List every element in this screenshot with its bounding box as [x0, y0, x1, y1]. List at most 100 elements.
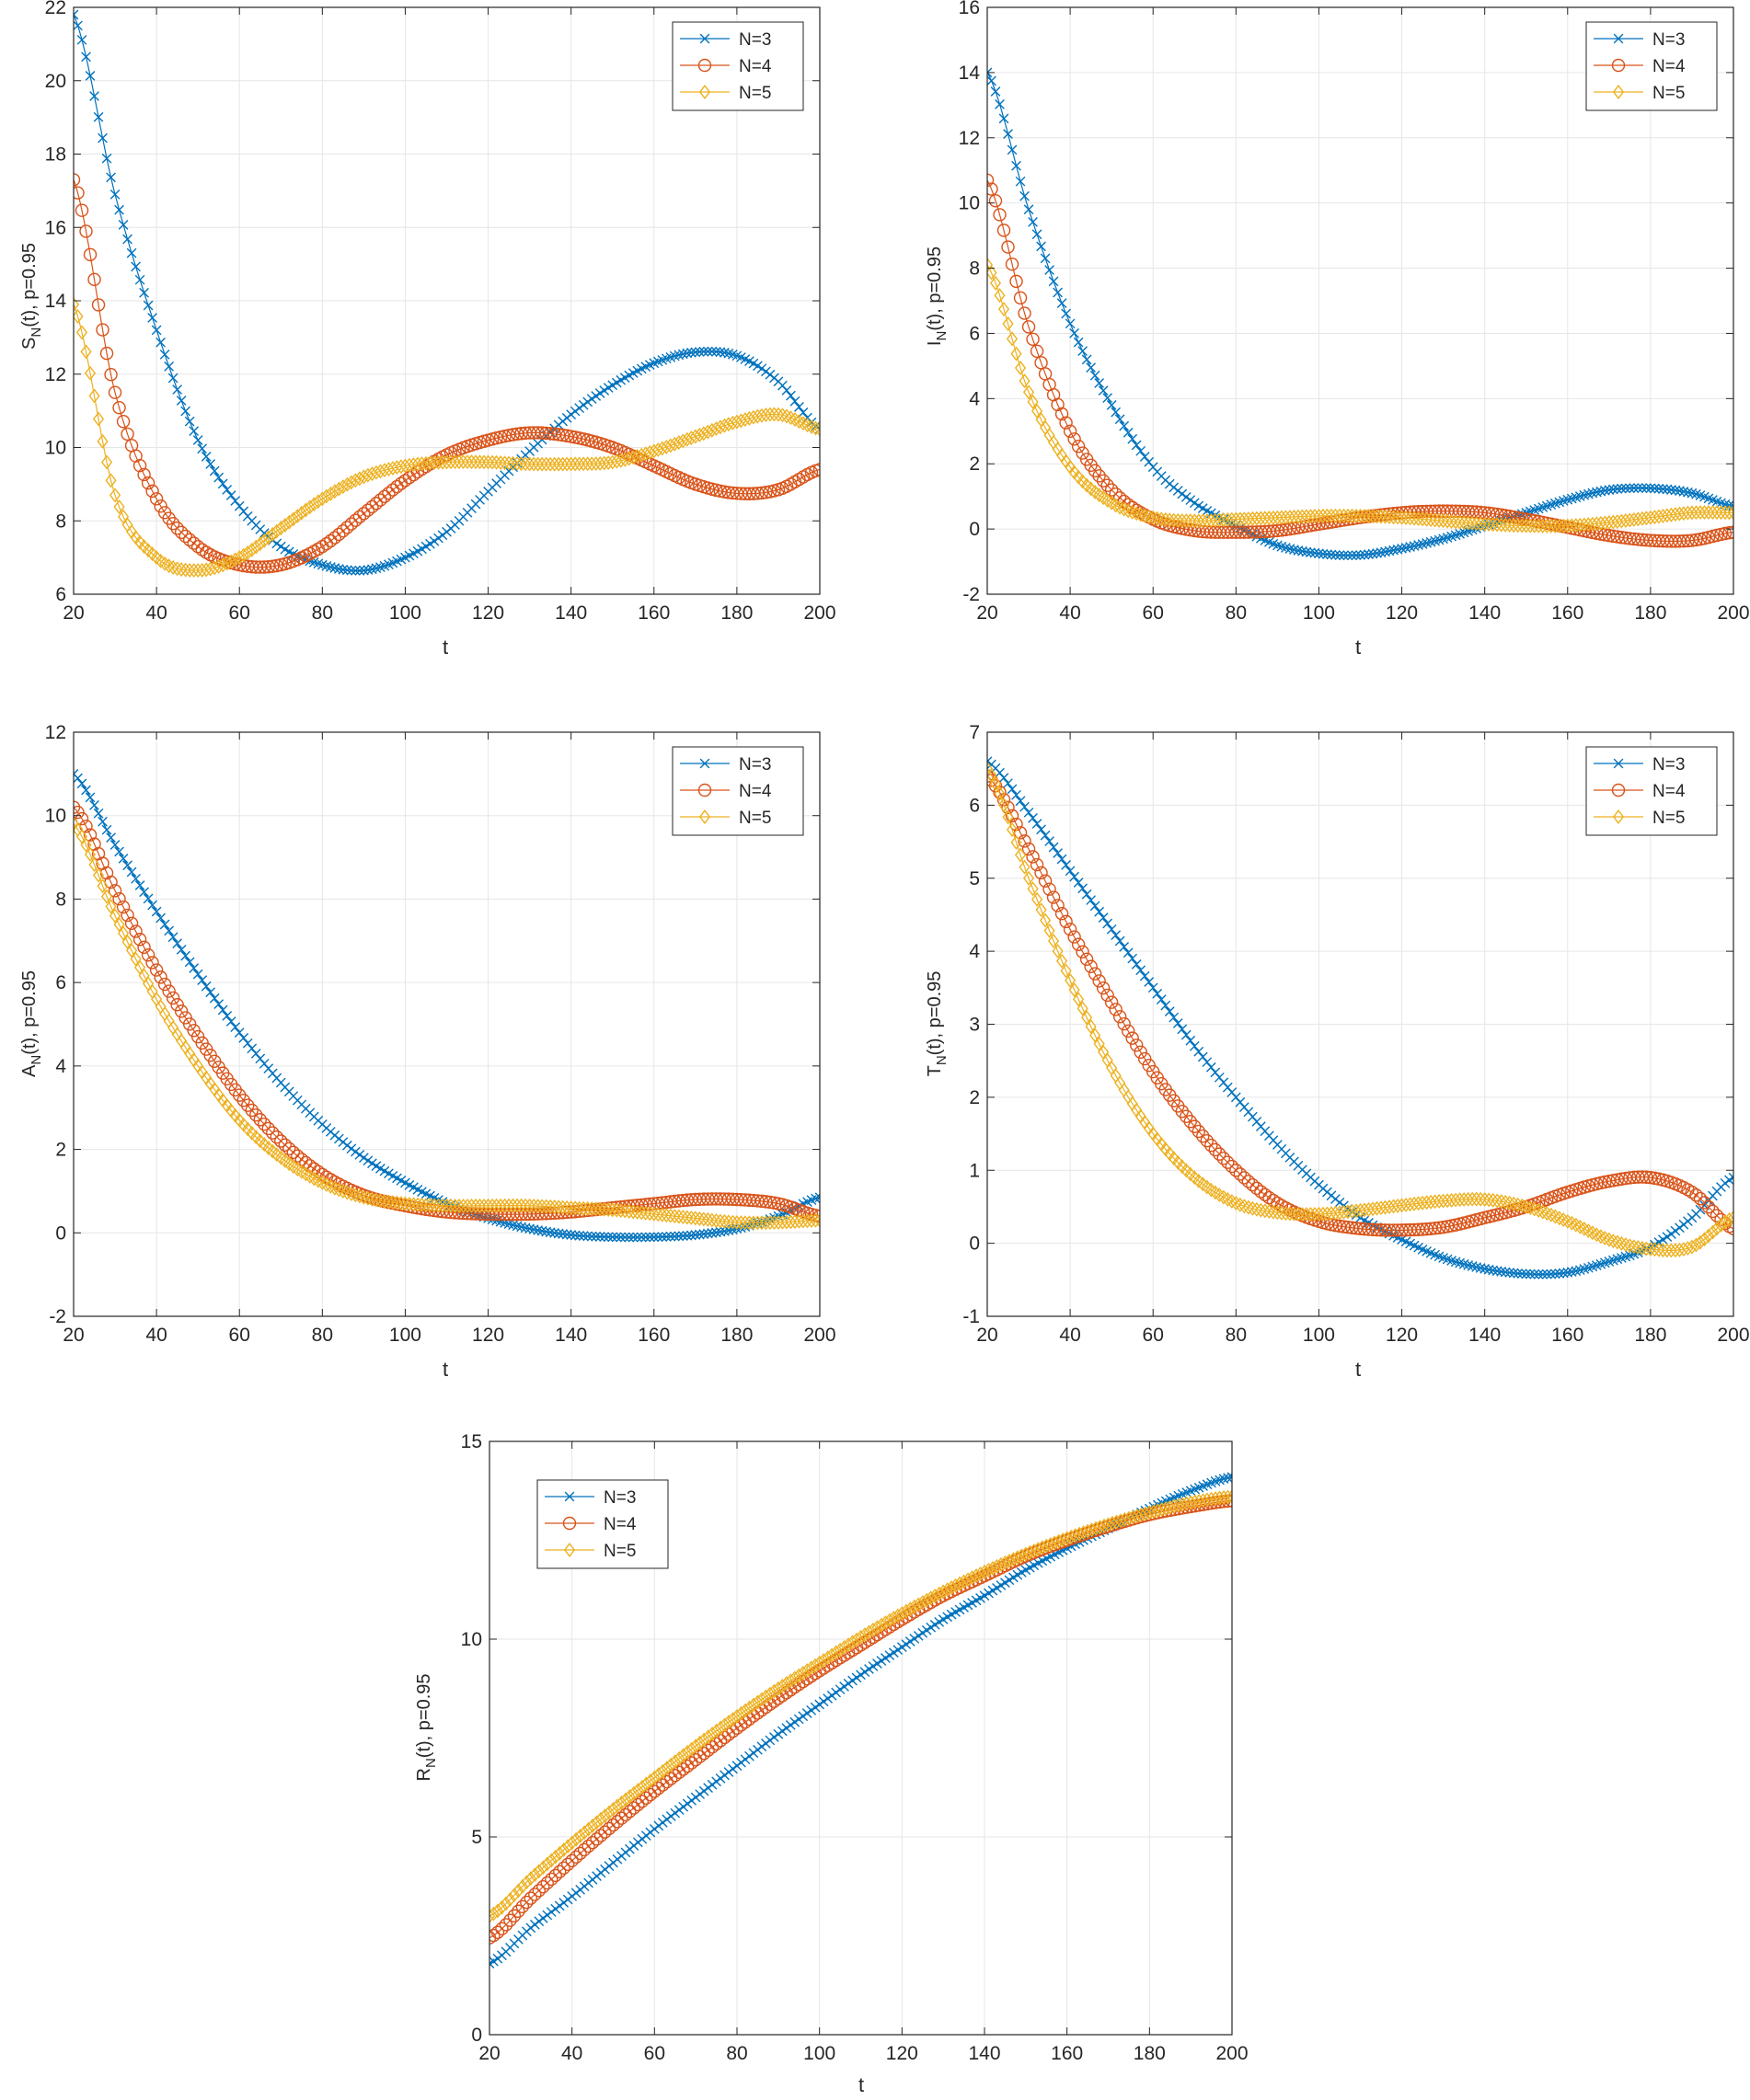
data-point-marker [644, 1232, 655, 1243]
data-point-marker [813, 1212, 820, 1228]
data-point-marker [495, 1922, 509, 1936]
data-point-marker [689, 1211, 701, 1226]
data-point-marker [1445, 514, 1457, 529]
data-point-marker [1375, 509, 1387, 524]
data-point-marker [1537, 1204, 1549, 1220]
data-point-marker [549, 1228, 560, 1238]
data-point-marker [225, 554, 237, 569]
data-point-marker [74, 20, 83, 31]
data-point-marker [994, 288, 1006, 304]
data-point-marker [805, 1213, 818, 1229]
data-point-marker [1358, 509, 1371, 524]
data-point-marker [703, 1783, 713, 1794]
data-point-marker [554, 1900, 565, 1911]
data-point-marker [793, 1213, 805, 1229]
axes-box [986, 6, 1734, 595]
data-point-marker [1018, 834, 1031, 848]
y-tick-label: 10 [461, 1629, 482, 1650]
data-point-marker [1065, 972, 1076, 988]
data-point-marker [1242, 1199, 1254, 1215]
y-tick-label: 3 [969, 1015, 980, 1036]
data-point-marker [660, 1774, 674, 1789]
data-point-marker [585, 1835, 600, 1850]
data-point-marker [229, 552, 241, 568]
data-point-marker [570, 406, 581, 417]
data-point-marker [1053, 1533, 1065, 1549]
data-point-marker [946, 1579, 958, 1595]
data-point-marker [1014, 361, 1027, 375]
data-point-marker [1607, 514, 1619, 530]
data-point-marker [1312, 517, 1326, 531]
data-point-marker [574, 1828, 586, 1843]
data-point-marker [197, 975, 208, 986]
data-point-marker [411, 456, 424, 472]
data-point-marker [719, 1213, 731, 1229]
data-point-marker [1098, 912, 1109, 923]
data-point-marker [768, 1215, 780, 1231]
data-point-marker [987, 173, 995, 188]
data-point-marker [524, 1891, 538, 1905]
y-tick-label: 16 [45, 217, 66, 238]
data-point-marker [350, 473, 362, 488]
data-point-marker [1350, 1203, 1363, 1219]
data-point-marker [1636, 511, 1648, 526]
data-point-marker [482, 454, 494, 470]
data-point-marker [1677, 506, 1690, 522]
data-point-marker [755, 1692, 767, 1707]
data-point-marker [391, 1195, 403, 1211]
data-point-marker [1662, 484, 1673, 495]
data-point-marker [533, 1864, 545, 1879]
legend-item: N=3 [1594, 30, 1685, 50]
data-point-marker [681, 1210, 693, 1225]
data-point-marker [213, 999, 225, 1010]
data-point-marker [1670, 485, 1681, 496]
data-point-marker [810, 1658, 822, 1673]
data-point-marker [768, 1683, 780, 1699]
data-point-marker [1437, 513, 1449, 529]
data-point-marker [710, 1212, 722, 1228]
data-point-marker [1259, 511, 1271, 526]
data-point-marker [196, 562, 208, 578]
data-point-marker [657, 1763, 669, 1779]
data-point-marker [1558, 1268, 1569, 1279]
data-point-marker [772, 1681, 784, 1696]
data-point-marker [1019, 1546, 1031, 1562]
data-point-marker [997, 302, 1010, 317]
data-point-marker [1026, 850, 1040, 864]
data-point-marker [582, 1821, 594, 1837]
data-point-marker [1694, 1234, 1707, 1250]
axes-I: 20 40 60 80 100 120 140 160 180 200-2024681012141… [959, 0, 1750, 624]
data-point-marker [242, 545, 254, 560]
data-point-marker [328, 531, 342, 545]
data-point-marker [1644, 1241, 1656, 1257]
data-point-marker [1657, 1243, 1669, 1258]
data-point-marker [346, 565, 357, 576]
y-tick-label: 2 [55, 1140, 66, 1161]
data-point-marker [631, 1797, 645, 1812]
data-point-marker [122, 860, 132, 871]
data-point-marker [565, 1853, 579, 1868]
data-point-marker [755, 1215, 768, 1231]
data-point-marker [501, 429, 516, 442]
data-point-marker [619, 1792, 632, 1807]
data-point-marker [594, 1232, 605, 1242]
data-point-marker [578, 1231, 589, 1242]
data-point-marker [337, 479, 349, 495]
data-point-marker [132, 933, 147, 947]
data-point-marker [403, 457, 416, 473]
data-point-marker [1288, 1206, 1300, 1222]
data-point-marker [1372, 548, 1382, 558]
data-point-marker [586, 456, 598, 472]
data-point-marker [329, 563, 340, 573]
data-point-marker [1681, 534, 1695, 548]
data-point-marker [715, 1773, 726, 1784]
data-point-marker [1143, 509, 1155, 524]
data-point-marker [1036, 824, 1046, 835]
data-point-marker [624, 1789, 636, 1804]
data-point-marker [688, 1752, 703, 1767]
x-tick-label: 20 [976, 1325, 997, 1346]
data-point-marker [1330, 549, 1341, 560]
data-point-marker [528, 1198, 540, 1213]
data-point-marker [536, 1225, 547, 1236]
data-point-marker [1030, 891, 1043, 907]
